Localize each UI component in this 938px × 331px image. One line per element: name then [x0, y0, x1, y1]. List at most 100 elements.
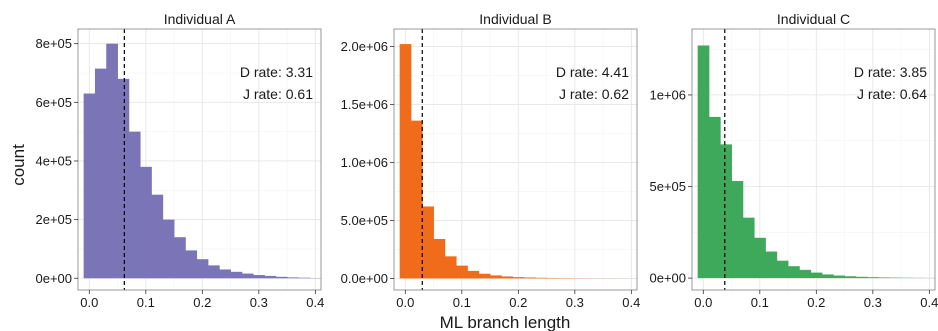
- histogram-bar: [444, 256, 457, 279]
- histogram-bar: [765, 251, 778, 279]
- histogram-bar: [523, 277, 536, 279]
- histogram-bar: [399, 44, 412, 279]
- panel-2: Individual B D rate: 4.41 J rate: 0.62 0.0e…: [341, 11, 640, 310]
- panel-title: Individual C: [777, 11, 850, 27]
- y-tick-label: 2e+05: [35, 212, 72, 227]
- histogram-bar: [697, 45, 710, 279]
- histogram-bar: [219, 269, 231, 279]
- y-tick-label: 5.0e+05: [341, 213, 388, 228]
- x-tick-label: 0.1: [137, 295, 155, 310]
- histogram-bar: [788, 266, 800, 279]
- x-tick-label: 0.4: [920, 295, 938, 310]
- histogram-bar: [185, 250, 198, 279]
- y-tick-label: 2.0e+06: [341, 39, 388, 54]
- histogram-bar: [720, 144, 732, 279]
- histogram-bar: [754, 237, 766, 279]
- x-tick-label: 0.2: [193, 295, 211, 310]
- histogram-bar: [264, 275, 277, 279]
- histogram-bar: [162, 219, 175, 279]
- histogram-bar: [410, 120, 423, 279]
- histogram-bar: [512, 277, 525, 279]
- histogram-bar: [731, 181, 744, 279]
- y-tick-label: 0e+00: [35, 271, 72, 286]
- histogram-bar: [878, 277, 891, 279]
- y-axis-label: count: [9, 144, 28, 186]
- histogram-bar: [253, 275, 265, 279]
- x-tick-label: 0.4: [306, 295, 324, 310]
- x-tick-label: 0.3: [250, 295, 268, 310]
- y-tick-label: 0.0e+00: [341, 271, 388, 286]
- y-tick-label: 6e+05: [35, 95, 72, 110]
- x-tick-label: 0.2: [807, 295, 825, 310]
- x-tick-label: 0.4: [622, 295, 640, 310]
- histogram-bar: [490, 275, 502, 279]
- histogram-bar: [275, 276, 288, 279]
- histogram-bar: [467, 270, 480, 279]
- y-tick-label: 1e+06: [649, 87, 686, 102]
- x-tick-label: 0.2: [509, 295, 527, 310]
- rate-annotation: J rate: 0.62: [559, 86, 629, 102]
- y-tick-label: 4e+05: [35, 153, 72, 168]
- panel-border: [691, 28, 936, 291]
- histogram-bar: [230, 271, 243, 279]
- histogram-bar: [821, 274, 834, 279]
- histogram-bar: [140, 166, 152, 279]
- y-tick-label: 8e+05: [35, 36, 72, 51]
- y-tick-label: 5e+05: [649, 179, 686, 194]
- histogram-bar: [287, 277, 299, 279]
- x-tick-label: 0.0: [694, 295, 712, 310]
- histogram-bar: [799, 269, 812, 279]
- histogram-bar: [207, 265, 220, 279]
- y-tick-label: 1.0e+06: [341, 155, 388, 170]
- x-tick-label: 0.0: [80, 295, 98, 310]
- panel-border: [77, 28, 322, 291]
- rate-annotation: D rate: 3.31: [240, 64, 313, 80]
- histogram-bar: [174, 237, 186, 279]
- y-tick-label: 1.5e+06: [341, 97, 388, 112]
- panel-title: Individual B: [479, 11, 551, 27]
- histogram-bar: [128, 131, 141, 279]
- panel-1: Individual A D rate: 3.31 J rate: 0.61 0e+0…: [35, 11, 324, 310]
- histogram-bar: [855, 276, 868, 279]
- x-tick-label: 0.3: [864, 295, 882, 310]
- histogram-bar: [433, 238, 446, 279]
- histogram-bar: [810, 272, 823, 279]
- x-tick-label: 0.1: [751, 295, 769, 310]
- panel-strip: [692, 11, 935, 29]
- panel-title: Individual A: [164, 11, 236, 27]
- histogram-bar: [117, 78, 130, 279]
- histogram-bar: [422, 206, 434, 279]
- histogram-bar: [742, 217, 755, 279]
- histogram-bar: [535, 277, 547, 279]
- histogram-bar: [456, 265, 468, 279]
- histogram-bar: [478, 273, 491, 279]
- x-tick-label: 0.0: [396, 295, 414, 310]
- histogram-bar: [844, 276, 857, 279]
- histogram-bar: [708, 116, 721, 279]
- histogram-bar: [867, 277, 879, 279]
- x-tick-label: 0.3: [566, 295, 584, 310]
- x-tick-label: 0.1: [453, 295, 471, 310]
- panel-strip: [394, 11, 637, 29]
- rate-annotation: J rate: 0.61: [243, 86, 313, 102]
- rate-annotation: J rate: 0.64: [857, 86, 927, 102]
- histogram-bar: [241, 273, 254, 279]
- y-tick-label: 0e+00: [649, 271, 686, 286]
- rate-annotation: D rate: 3.85: [854, 64, 927, 80]
- panel-3: Individual C D rate: 3.85 J rate: 0.64 0e+0…: [649, 11, 938, 310]
- histogram-bar: [94, 68, 107, 279]
- histogram-bar: [151, 194, 164, 279]
- histogram-bar: [501, 276, 514, 279]
- histogram-bar: [776, 260, 789, 279]
- rate-annotation: D rate: 4.41: [556, 64, 629, 80]
- histogram-bar: [83, 93, 96, 279]
- panel-border: [393, 28, 638, 291]
- histogram-bar: [196, 259, 209, 279]
- histogram-bar: [298, 277, 311, 279]
- panel-strip: [78, 11, 321, 29]
- x-axis-label: ML branch length: [440, 313, 571, 331]
- histogram-bar: [833, 275, 845, 279]
- histogram-bar: [106, 43, 118, 279]
